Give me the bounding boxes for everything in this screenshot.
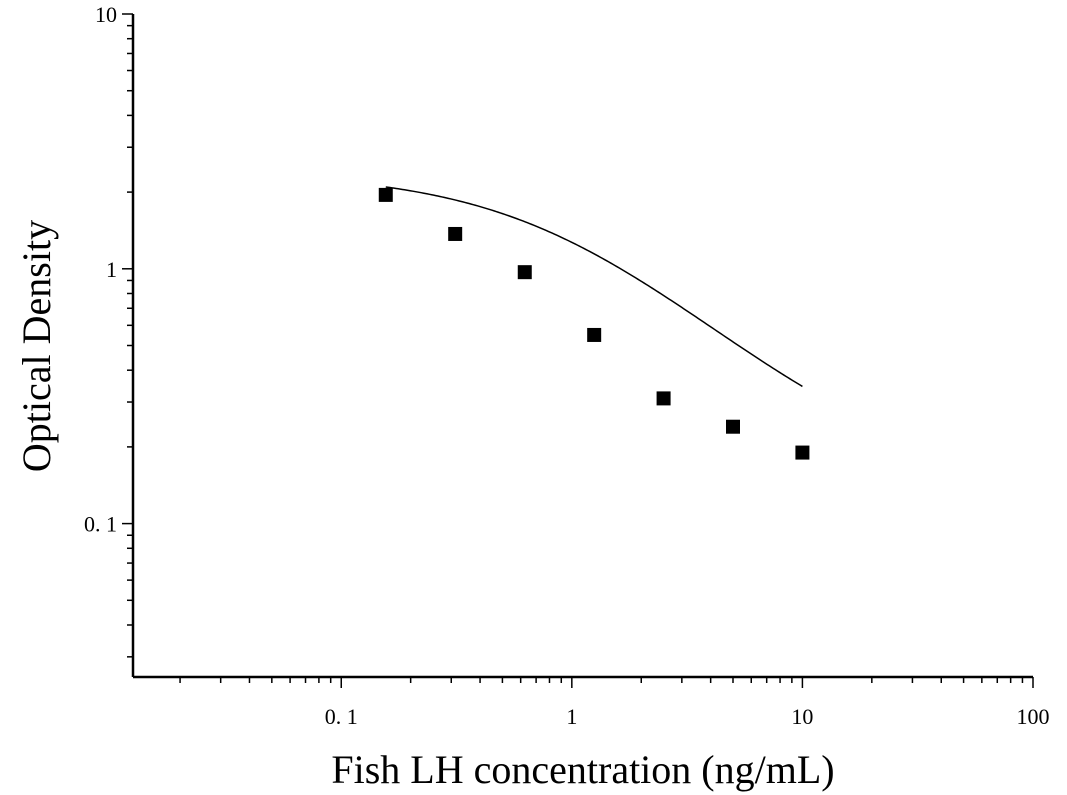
y-axis-title: Optical Density	[14, 220, 59, 472]
x-tick-label: 10	[791, 704, 813, 729]
data-point	[795, 445, 810, 460]
ticks	[122, 13, 1034, 688]
data-point	[587, 327, 602, 342]
x-tick-label: 100	[1017, 704, 1050, 729]
fit-curve-group	[385, 186, 803, 388]
x-tick-label: 0. 1	[325, 704, 358, 729]
y-tick-label: 1	[106, 257, 117, 282]
tick-labels: 0. 1 1 10 100 0. 1 1 10	[84, 2, 1050, 729]
data-point	[517, 265, 532, 280]
data-point	[726, 419, 740, 434]
y-tick-label: 0. 1	[84, 512, 117, 537]
axes	[131, 14, 1033, 679]
data-point	[656, 391, 671, 406]
x-axis-title: Fish LH concentration (ng/mL)	[331, 747, 834, 792]
fit-curve	[385, 186, 803, 388]
data-point	[448, 226, 463, 241]
y-tick-label: 10	[95, 2, 117, 27]
data-points	[378, 187, 810, 460]
x-tick-label: 1	[566, 704, 577, 729]
data-point	[378, 187, 393, 202]
